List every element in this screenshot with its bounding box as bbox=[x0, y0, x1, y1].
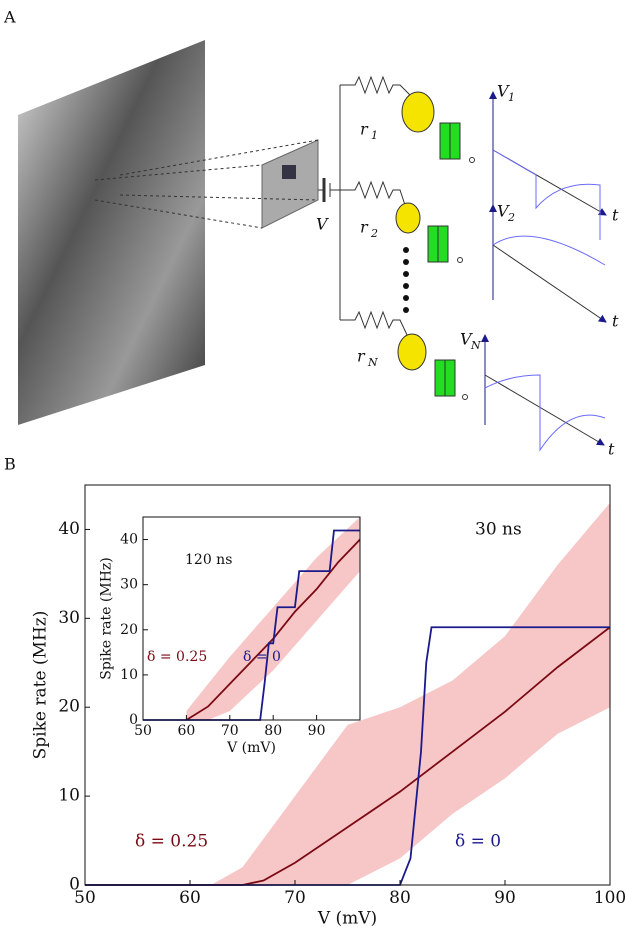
circuit bbox=[318, 75, 475, 400]
confidence-band bbox=[186, 517, 360, 720]
ellipsis-dots bbox=[403, 247, 409, 313]
y-tick-label: 30 bbox=[120, 577, 138, 593]
output-label: V bbox=[497, 202, 510, 221]
y-tick-label: 30 bbox=[58, 608, 80, 628]
x-tick-label: 60 bbox=[177, 723, 195, 739]
x-tick-label: 50 bbox=[74, 888, 96, 908]
time-axis-label: t bbox=[608, 440, 615, 459]
resistor-label-sub: 1 bbox=[371, 129, 378, 142]
y-tick-label: 0 bbox=[129, 712, 138, 728]
resistor-label-sub: 2 bbox=[370, 227, 378, 240]
y-axis-label: Spike rate (MHz) bbox=[30, 611, 50, 760]
x-tick-label: 60 bbox=[179, 888, 201, 908]
resistor-label: r bbox=[357, 347, 366, 366]
x-axis-label: V (mV) bbox=[226, 740, 276, 756]
output-label-sub: N bbox=[470, 339, 481, 352]
y-tick-label: 10 bbox=[58, 786, 80, 806]
x-tick-label: 70 bbox=[221, 723, 239, 739]
chart: 50 60 70 80 90 0 10 20 30 40 V (mV) Spike rate (MHz… bbox=[99, 516, 361, 756]
annotation: δ = 0.25 bbox=[147, 649, 207, 665]
x-axis-label: V (mV) bbox=[317, 909, 377, 929]
time-axis-label: t bbox=[612, 206, 619, 225]
annotation: δ = 0 bbox=[243, 649, 281, 665]
axes-frame bbox=[142, 516, 361, 721]
y-tick-label: 20 bbox=[58, 697, 80, 717]
annotation: 30 ns bbox=[475, 520, 522, 540]
output-label: V bbox=[460, 330, 473, 349]
x-tick-label: 90 bbox=[494, 888, 516, 908]
y-tick-label: 40 bbox=[58, 519, 80, 539]
resistor-label: r bbox=[360, 120, 369, 139]
axes-frame bbox=[84, 484, 611, 886]
battery-label: V bbox=[316, 215, 329, 234]
x-tick-label: 80 bbox=[264, 723, 282, 739]
y-tick-label: 20 bbox=[120, 622, 138, 638]
annotation: 120 ns bbox=[185, 552, 232, 568]
y-tick-label: 40 bbox=[120, 532, 138, 548]
x-tick-label: 80 bbox=[389, 888, 411, 908]
output-label: V bbox=[497, 82, 510, 101]
x-tick-label: 90 bbox=[308, 723, 326, 739]
time-axis-label: t bbox=[612, 312, 619, 331]
resistor-label: r bbox=[360, 218, 369, 237]
data-line bbox=[85, 626, 611, 886]
y-tick-label: 0 bbox=[69, 875, 80, 895]
output-label-sub: 2 bbox=[507, 211, 515, 224]
y-axis-label: Spike rate (MHz) bbox=[99, 557, 115, 680]
photo bbox=[18, 40, 319, 425]
panel-label: A bbox=[3, 8, 16, 27]
annotation: δ = 0 bbox=[455, 832, 501, 852]
annotation: δ = 0.25 bbox=[135, 832, 208, 852]
output-traces bbox=[481, 91, 607, 452]
panel-label: B bbox=[4, 455, 16, 474]
x-tick-label: 50 bbox=[134, 723, 152, 739]
data-line bbox=[143, 529, 360, 721]
confidence-band bbox=[211, 502, 610, 885]
x-tick-label: 100 bbox=[594, 888, 625, 908]
resistor-label-sub: N bbox=[367, 356, 378, 369]
y-tick-label: 10 bbox=[120, 667, 138, 683]
x-tick-label: 70 bbox=[284, 888, 306, 908]
output-label-sub: 1 bbox=[508, 91, 515, 104]
